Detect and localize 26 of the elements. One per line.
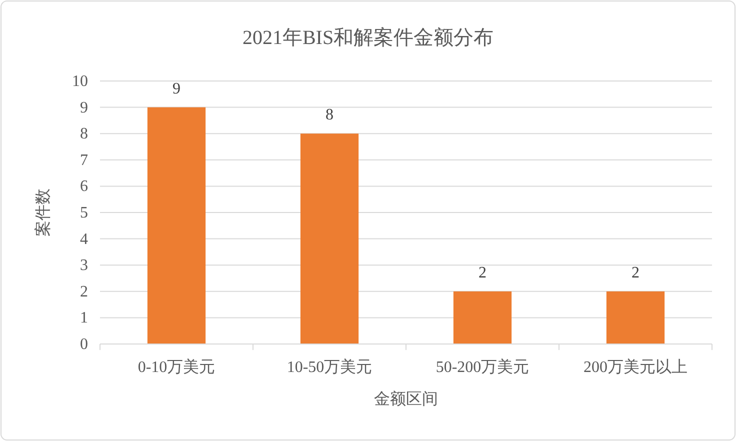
y-tick-label: 4: [80, 230, 88, 248]
data-label: 8: [326, 106, 334, 124]
y-tick-label: 8: [80, 126, 88, 143]
bar: [300, 134, 359, 344]
x-tick-label: 10-50万美元: [286, 358, 372, 376]
data-label: 9: [172, 80, 180, 98]
x-axis-title: 金额区间: [374, 390, 438, 408]
y-tick-label: 1: [80, 310, 88, 327]
bar: [606, 291, 665, 344]
x-tick-label: 200万美元以上: [584, 358, 688, 376]
y-tick-label: 9: [80, 99, 88, 116]
y-tick-label: 2: [80, 283, 88, 300]
y-tick-label: 7: [80, 152, 88, 169]
y-tick-label: 0: [80, 336, 88, 353]
y-tick-label: 5: [80, 204, 88, 222]
y-tick-label: 3: [80, 257, 88, 274]
chart-title: 2021年BIS和解案件金额分布: [242, 26, 494, 49]
y-tick-label: 6: [80, 178, 88, 196]
bar: [147, 107, 206, 344]
bar: [453, 291, 512, 344]
data-label: 2: [478, 264, 486, 282]
x-tick-label: 0-10万美元: [138, 358, 216, 376]
y-axis-title: 案件数: [34, 188, 52, 236]
x-tick-label: 50-200万美元: [436, 358, 530, 376]
y-tick-label: 10: [72, 73, 88, 90]
data-label: 2: [632, 264, 640, 282]
